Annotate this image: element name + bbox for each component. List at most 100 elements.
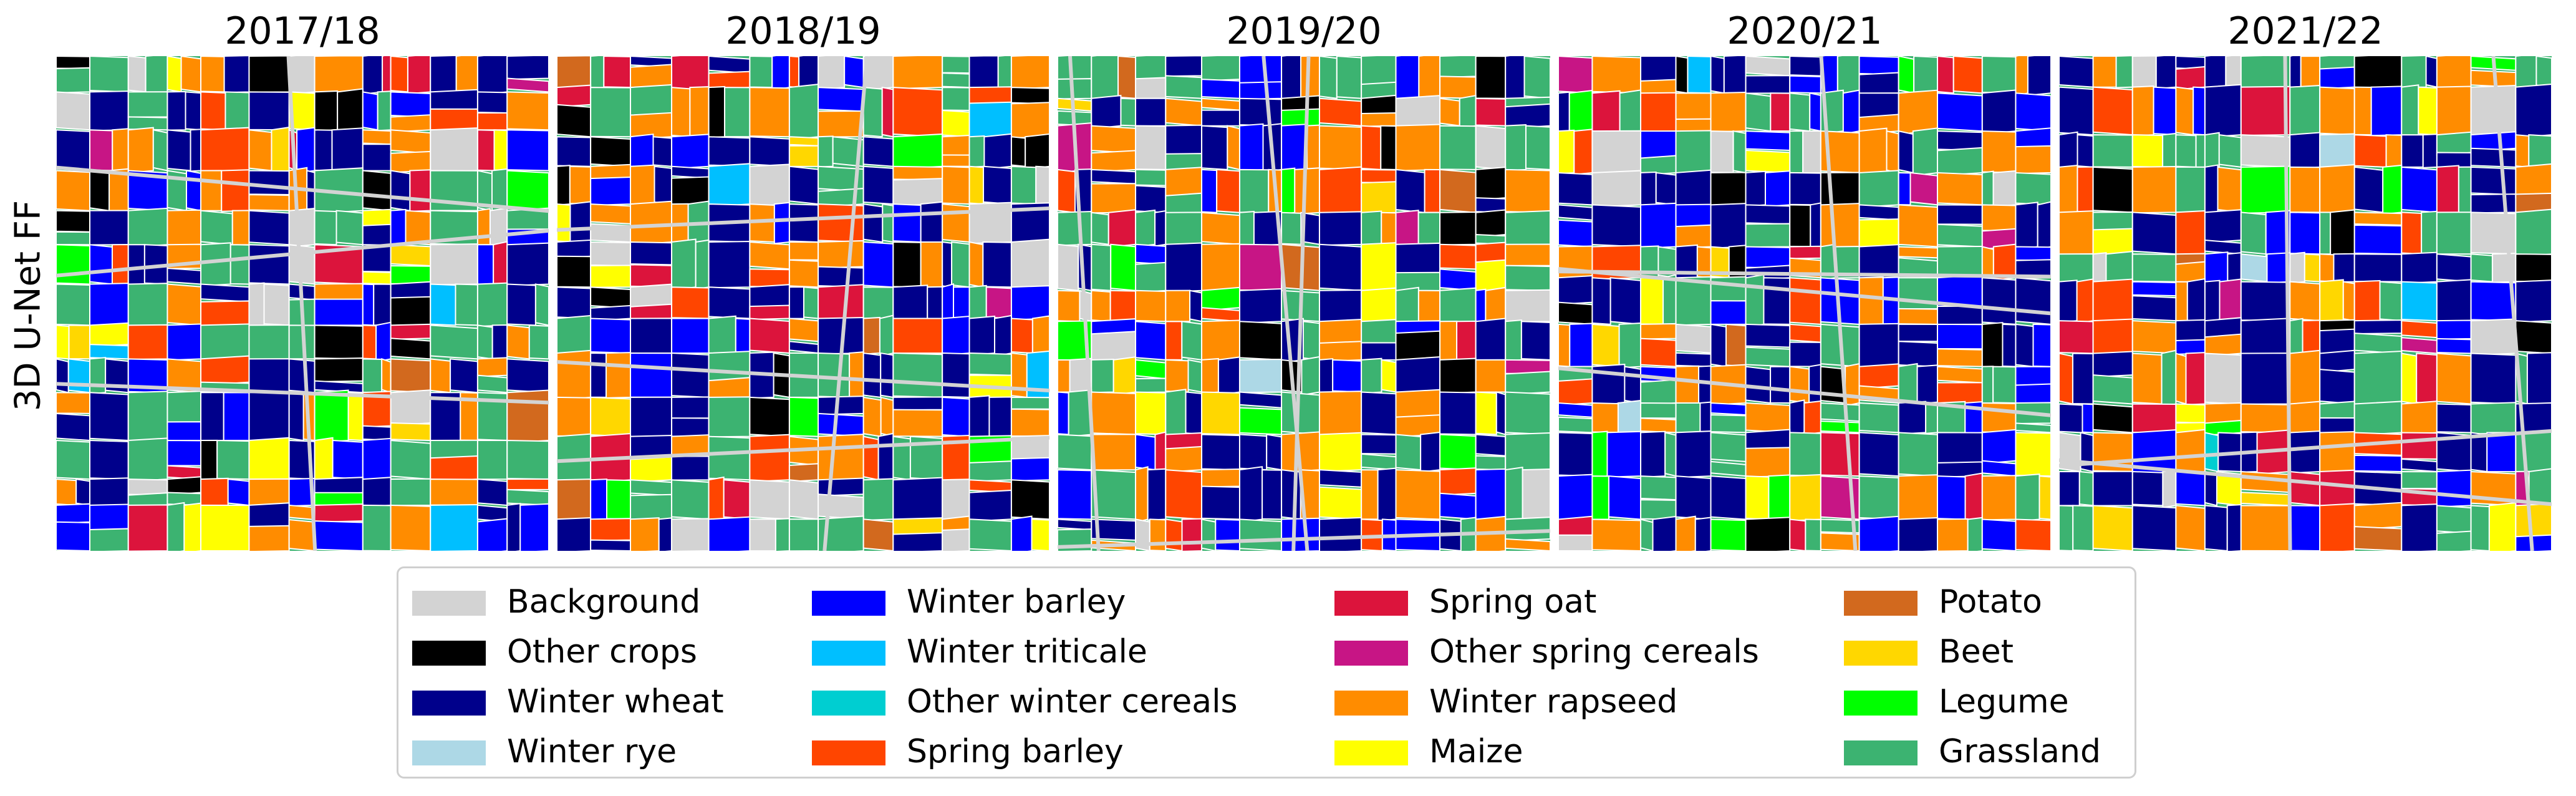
field-parcel xyxy=(288,56,316,95)
field-parcel xyxy=(450,358,478,394)
field-parcel xyxy=(200,477,229,507)
field-parcel xyxy=(892,284,929,321)
field-parcel xyxy=(248,391,290,442)
field-parcel xyxy=(749,241,790,270)
field-parcel xyxy=(1809,92,1821,132)
field-parcel xyxy=(1181,321,1203,361)
field-parcel xyxy=(1652,515,1677,551)
field-parcel xyxy=(1898,341,1938,367)
field-parcel xyxy=(1898,323,1938,342)
field-parcel xyxy=(2218,133,2242,168)
field-parcel xyxy=(983,165,1012,205)
panel-title-4: 2020/21 xyxy=(1727,9,1883,53)
field-parcel xyxy=(1662,274,1677,329)
field-parcel xyxy=(248,91,290,131)
field-parcel xyxy=(200,355,250,386)
legend-label-grassland: Grassland xyxy=(1939,733,2101,770)
field-parcel xyxy=(2353,86,2372,136)
field-parcel xyxy=(2436,152,2472,168)
field-parcel xyxy=(1898,204,1938,248)
field-parcel xyxy=(2353,351,2403,407)
field-parcel xyxy=(1858,92,1899,119)
field-parcel xyxy=(56,283,91,326)
field-parcel xyxy=(557,239,592,259)
field-parcel xyxy=(2015,127,2051,151)
field-parcel xyxy=(1165,56,1203,77)
field-parcel xyxy=(1439,357,1477,394)
field-parcel xyxy=(968,352,1012,376)
field-parcel xyxy=(1981,460,2017,477)
field-parcel xyxy=(1215,518,1240,551)
field-parcel xyxy=(1640,337,1677,367)
field-parcel xyxy=(724,87,751,138)
field-parcel xyxy=(1361,112,1397,127)
field-parcel xyxy=(590,539,632,551)
field-parcel xyxy=(1640,56,1677,82)
field-parcel xyxy=(2303,253,2321,283)
field-parcel xyxy=(1377,467,1397,522)
field-parcel xyxy=(2092,470,2133,507)
field-parcel xyxy=(1361,453,1397,471)
field-parcel xyxy=(1475,56,1507,99)
field-parcel xyxy=(2353,134,2387,168)
field-parcel xyxy=(1439,56,1477,79)
field-parcel xyxy=(2227,252,2242,284)
field-parcel xyxy=(818,434,864,483)
field-parcel xyxy=(1238,434,1268,471)
field-parcel xyxy=(788,341,819,354)
field-parcel xyxy=(390,208,407,247)
field-parcel xyxy=(942,241,953,288)
field-parcel xyxy=(1745,447,1791,478)
field-parcel xyxy=(1640,430,1666,478)
legend-swatch-winter-wheat xyxy=(412,691,486,716)
field-parcel xyxy=(2470,253,2493,283)
field-parcel xyxy=(1820,432,1860,477)
field-parcel xyxy=(1745,517,1791,551)
field-parcel xyxy=(1135,97,1167,127)
field-parcel xyxy=(1936,348,1983,367)
road-line xyxy=(2491,56,2534,551)
field-parcel xyxy=(1898,246,1938,259)
field-parcel xyxy=(1558,416,1593,434)
field-parcel xyxy=(1858,56,1899,75)
field-parcel xyxy=(489,207,508,248)
field-parcel xyxy=(1936,246,1983,279)
field-parcel xyxy=(2515,56,2537,90)
field-parcel xyxy=(1522,468,1550,521)
field-parcel xyxy=(248,210,290,246)
field-parcel xyxy=(2162,468,2177,508)
field-parcel xyxy=(880,352,894,399)
field-parcel xyxy=(1091,359,1114,394)
field-mosaic xyxy=(557,56,1049,551)
field-parcel xyxy=(1640,323,1677,340)
field-parcel xyxy=(892,133,943,170)
field-parcel xyxy=(430,127,478,173)
field-parcel xyxy=(145,56,168,95)
field-parcel xyxy=(671,479,710,520)
field-parcel xyxy=(75,478,91,507)
field-parcel xyxy=(671,318,710,354)
field-parcel xyxy=(2092,86,2133,136)
field-parcel xyxy=(1281,167,1296,215)
field-parcel xyxy=(1318,358,1334,394)
field-parcel xyxy=(557,396,592,437)
field-parcel xyxy=(774,518,790,551)
road-line xyxy=(2283,56,2292,551)
field-parcel xyxy=(1710,414,1747,434)
field-parcel xyxy=(1912,127,1938,177)
field-parcel xyxy=(314,324,364,360)
field-parcel xyxy=(2015,518,2051,551)
field-parcel xyxy=(942,315,970,356)
field-parcel xyxy=(314,477,364,495)
field-parcel xyxy=(590,286,632,309)
field-parcel xyxy=(1010,285,1049,321)
field-parcel xyxy=(818,493,864,520)
field-parcel xyxy=(1238,518,1283,551)
field-parcel xyxy=(862,241,894,288)
field-parcel xyxy=(1091,391,1137,435)
field-parcel xyxy=(654,165,673,205)
field-parcel xyxy=(1805,518,1821,551)
field-parcel xyxy=(1710,92,1747,133)
field-parcel xyxy=(1608,475,1642,520)
legend-label-legume: Legume xyxy=(1939,683,2069,721)
